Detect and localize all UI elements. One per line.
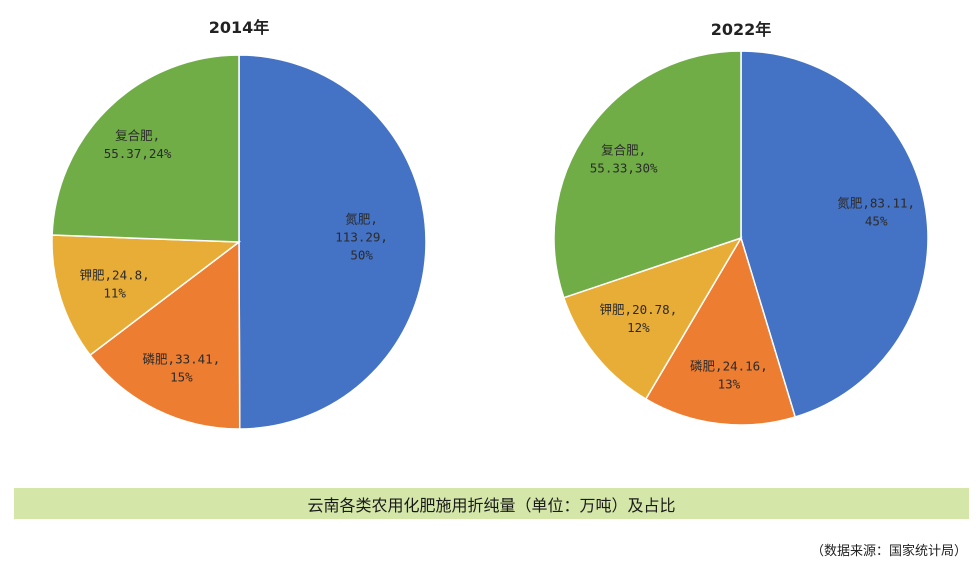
slice-label-potash: 钾肥,20.78, 12% <box>600 302 678 335</box>
slice-label-nitrogen: 氮肥,83.11, 45% <box>837 195 915 228</box>
source-note: （数据来源：国家统计局） <box>810 544 967 559</box>
slice-label-line: 55.33,30% <box>590 160 658 175</box>
pie-slice-compound <box>553 50 742 299</box>
slice-label-line: 11% <box>103 286 126 301</box>
slice-label-line: 钾肥,24.8, <box>80 268 150 283</box>
slice-label-line: 55.37,24% <box>104 146 172 161</box>
pie-slice-compound <box>51 54 240 243</box>
slice-label-nitrogen: 氮肥, 113.29, 50% <box>335 212 388 263</box>
slice-label-line: 15% <box>170 370 193 385</box>
slice-label-line: 12% <box>627 320 650 335</box>
slice-label-line: 钾肥,20.78, <box>600 302 678 317</box>
pie-slice-potash <box>51 234 242 357</box>
chart-title: 2014年 <box>209 18 270 37</box>
pie-slice-phosphate <box>644 236 797 426</box>
chart-title: 2022年 <box>711 20 772 39</box>
slice-label-compound: 复合肥, 55.37,24% <box>104 128 172 161</box>
slice-label-line: 50% <box>350 248 373 263</box>
slice-label-potash: 钾肥,24.8, 11% <box>80 268 150 301</box>
slice-label-line: 13% <box>718 377 741 392</box>
slice-label-line: 氮肥,83.11, <box>837 195 915 210</box>
pie-slice-phosphate <box>89 240 241 430</box>
slice-label-line: 氮肥, <box>345 212 378 227</box>
pie-slice-potash <box>562 236 743 401</box>
slice-label-phosphate: 磷肥,33.41, 15% <box>143 352 221 385</box>
pie-slice-nitrogen <box>740 50 929 418</box>
slice-label-compound: 复合肥, 55.33,30% <box>590 142 658 175</box>
slice-label-line: 磷肥,33.41, <box>143 352 221 367</box>
slice-label-line: 复合肥, <box>115 128 160 143</box>
pie-slice-nitrogen <box>238 54 427 430</box>
slice-label-line: 113.29, <box>335 230 388 245</box>
caption-bar: 云南各类农用化肥施用折纯量（单位：万吨）及占比 <box>14 488 969 519</box>
slice-label-line: 磷肥,24.16, <box>690 359 768 374</box>
slice-label-line: 45% <box>865 213 888 228</box>
slice-label-phosphate: 磷肥,24.16, 13% <box>690 359 768 392</box>
caption-text: 云南各类农用化肥施用折纯量（单位：万吨）及占比 <box>307 495 676 515</box>
slice-label-line: 复合肥, <box>601 142 646 157</box>
